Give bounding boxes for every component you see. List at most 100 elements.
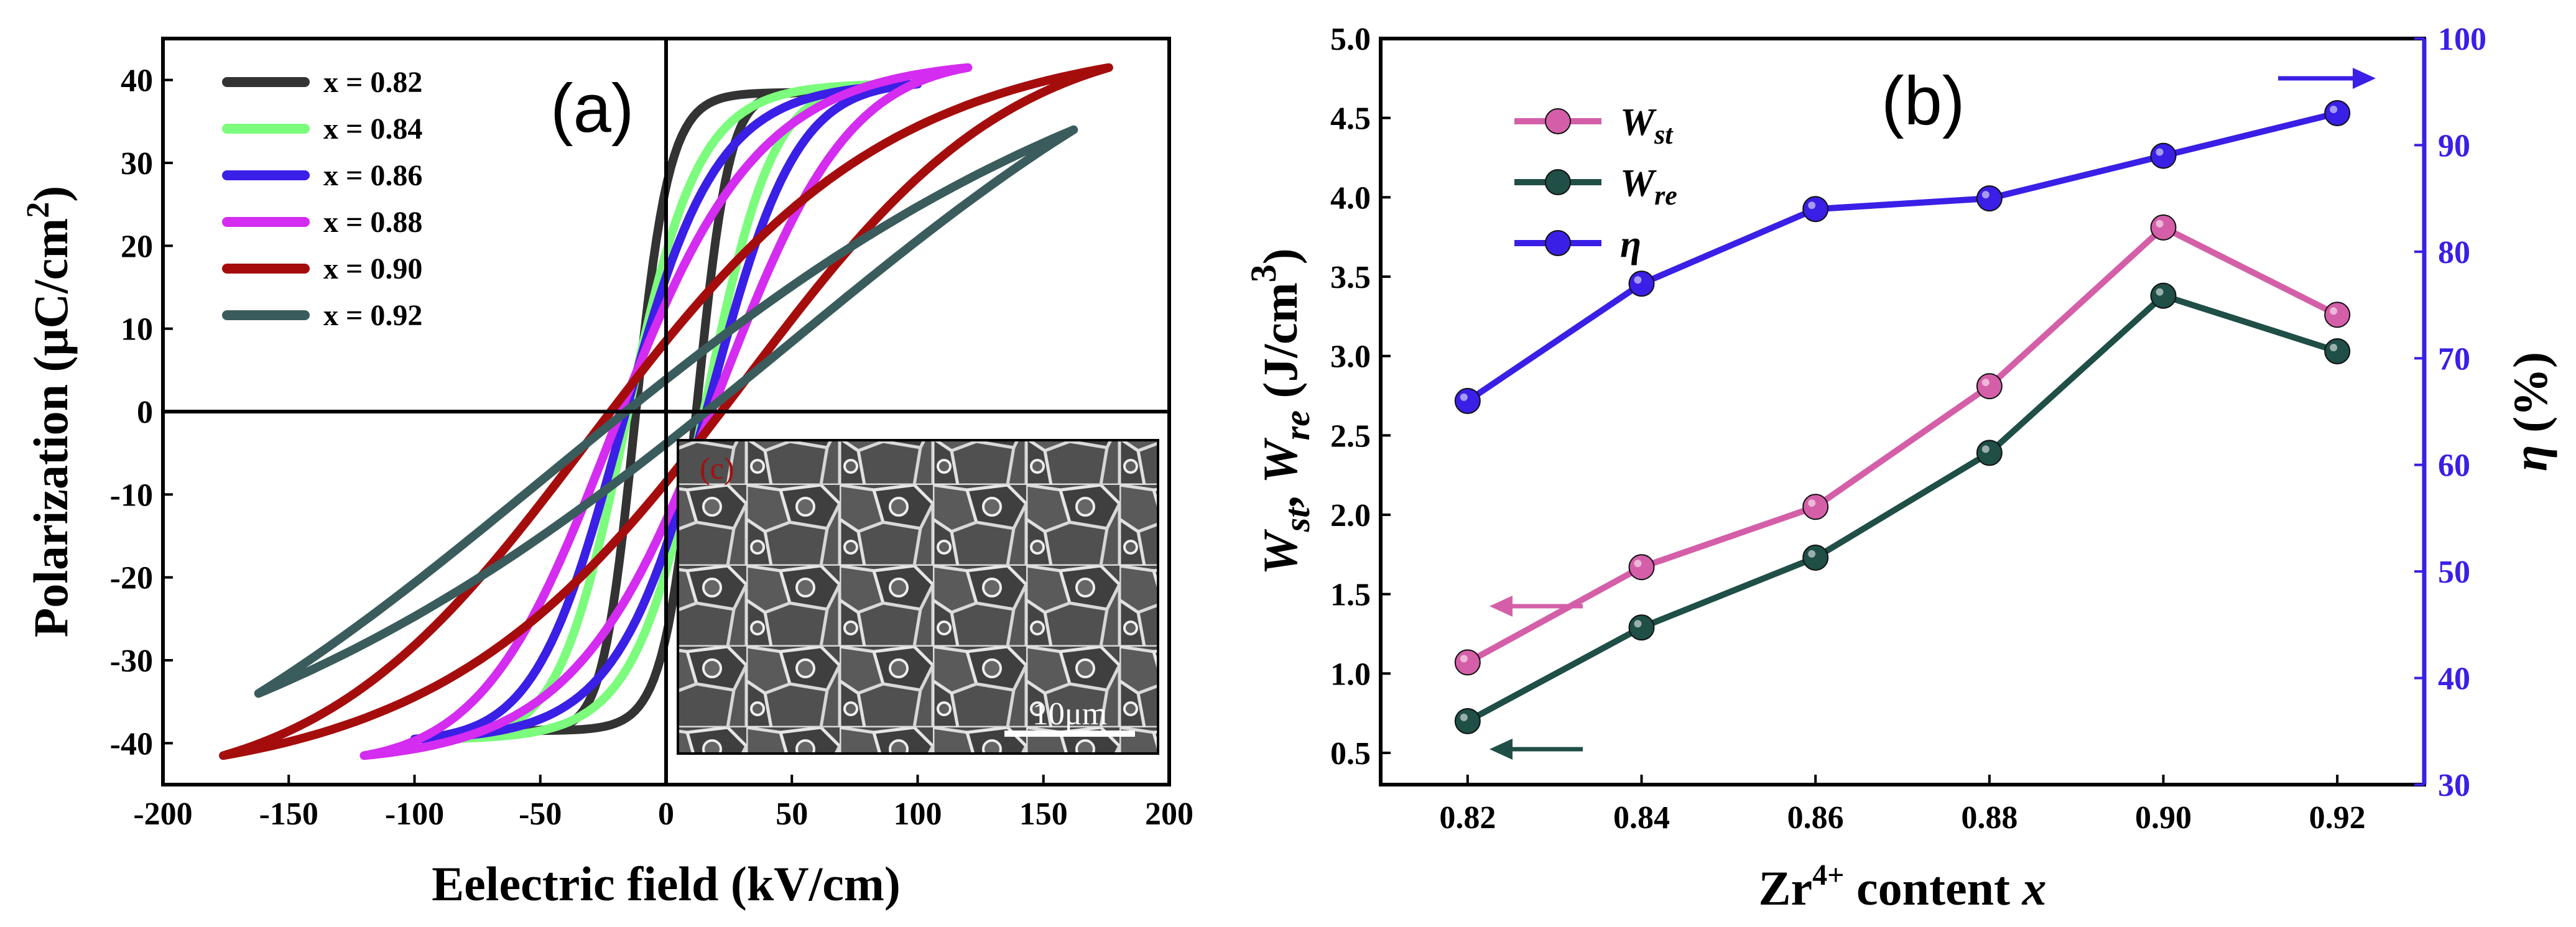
data-point-eta xyxy=(1454,387,1481,414)
right-y-tick-label: 70 xyxy=(2438,341,2470,377)
left-y-tick-label: 2.5 xyxy=(1330,418,1371,454)
panel-a-y-axis-title: Polarization (μC/cm2) xyxy=(21,186,78,638)
legend-label: x = 0.86 xyxy=(323,159,422,192)
y-tick-label: -10 xyxy=(110,477,153,513)
legend-label: x = 0.88 xyxy=(323,206,422,239)
panel-b-frame xyxy=(1379,37,2426,786)
series-line-st xyxy=(1466,223,2339,665)
x-tick-label: -50 xyxy=(519,796,562,832)
right-y-tick-label: 60 xyxy=(2438,448,2470,484)
data-point-re xyxy=(2150,282,2177,309)
data-point-st xyxy=(1628,554,1655,581)
x-tick-label: -100 xyxy=(385,796,444,832)
data-point-highlight xyxy=(2330,343,2338,351)
data-point-highlight xyxy=(1634,620,1642,628)
left-y-tick-label: 5.0 xyxy=(1330,22,1371,57)
panel-a-legend: x = 0.82 x = 0.84 x = 0.86 x = 0.88 x = 0.90… xyxy=(222,66,422,332)
loop-092 xyxy=(254,125,1078,698)
data-point-highlight xyxy=(2156,288,2164,296)
x-tick-label: 0.92 xyxy=(2309,800,2366,836)
right-y-tick-label: 40 xyxy=(2438,662,2470,697)
x-tick-label: 150 xyxy=(1019,796,1068,832)
left-y-tick-label: 2.0 xyxy=(1330,498,1371,533)
y-tick-label: 40 xyxy=(121,63,153,99)
data-point-st xyxy=(2150,214,2177,241)
data-point-highlight xyxy=(1981,445,1990,453)
legend-label: x = 0.90 xyxy=(323,252,422,285)
panel-b-left-axis-title: Wst, Wre (J/cm3) xyxy=(1243,248,1317,574)
sem-scale-bar-label: 10μm xyxy=(1032,696,1107,732)
series-line-re xyxy=(1466,292,2338,724)
panel-a-hysteresis-chart: (c) 10μm -200 -150 -100 -50 0 50 100 150 200-40-… xyxy=(21,37,1193,911)
legend-label: x = 0.82 xyxy=(323,66,422,99)
panel-a-label: (a) xyxy=(550,70,634,147)
x-tick-label: 0.86 xyxy=(1787,800,1844,836)
data-point-highlight xyxy=(1460,393,1468,401)
right-axis-arrow-eta xyxy=(2278,68,2376,89)
sem-inset: (c) 10μm xyxy=(677,439,1159,755)
x-tick-label: 0.90 xyxy=(2135,800,2192,836)
left-axis-arrow-wst xyxy=(1490,596,1583,617)
data-point-st xyxy=(1976,373,2003,400)
data-point-highlight xyxy=(1634,560,1642,568)
x-tick-label: 0.82 xyxy=(1439,800,1496,836)
x-tick-label: -150 xyxy=(259,796,318,832)
legend-label: x = 0.84 xyxy=(323,113,422,145)
data-point-highlight xyxy=(1634,276,1642,284)
left-y-tick-label: 1.5 xyxy=(1330,578,1371,613)
left-y-tick-label: 3.0 xyxy=(1330,339,1371,375)
data-point-highlight xyxy=(2156,219,2164,228)
data-point-highlight xyxy=(2156,148,2164,156)
panel-a-ticks: -200 -150 -100 -50 0 50 100 150 200-40-30-20-100… xyxy=(110,63,1193,832)
data-point-re xyxy=(1628,614,1655,641)
legend-marker xyxy=(1545,169,1571,195)
data-point-st xyxy=(2324,302,2351,328)
panel-b-series xyxy=(1454,100,2351,734)
left-axis-arrow-wre xyxy=(1490,739,1583,760)
legend-label: η xyxy=(1620,223,1641,265)
panel-b-ticks: 0.82 0.84 0.86 0.88 0.90 0.92 0.5 1.0 1.5 2.0 2.5 3… xyxy=(1330,22,2486,836)
data-point-re xyxy=(2324,338,2351,364)
y-tick-label: 20 xyxy=(121,229,153,264)
panel-b-legend: Wst Wre η xyxy=(1514,101,1677,265)
data-point-highlight xyxy=(1808,550,1816,558)
x-tick-label: 100 xyxy=(894,796,942,832)
data-point-highlight xyxy=(1808,499,1816,507)
x-tick-label: 0.88 xyxy=(1961,800,2018,836)
legend-marker xyxy=(1545,230,1571,256)
data-point-highlight xyxy=(1808,201,1816,210)
data-point-eta xyxy=(2150,142,2177,169)
loop-090 xyxy=(219,63,1113,760)
left-y-tick-label: 4.5 xyxy=(1330,101,1371,137)
legend-label: x = 0.92 xyxy=(323,299,422,332)
panel-b-x-axis-title: Zr4+ content x xyxy=(1759,859,2047,915)
y-tick-label: -40 xyxy=(110,726,153,762)
x-tick-label: -200 xyxy=(133,796,192,832)
panel-b-energy-chart: 0.82 0.84 0.86 0.88 0.90 0.92 0.5 1.0 1.5 2.0 2.5 3… xyxy=(1243,22,2557,915)
legend-label: Wre xyxy=(1620,162,1677,211)
hysteresis-curves xyxy=(219,63,1113,760)
y-tick-label: -30 xyxy=(110,643,153,679)
data-point-re xyxy=(1976,440,2003,466)
y-tick-label: 30 xyxy=(121,146,153,182)
data-point-st xyxy=(1454,649,1481,676)
y-tick-label: -20 xyxy=(110,561,153,596)
right-y-tick-label: 30 xyxy=(2438,768,2470,803)
x-tick-label: 200 xyxy=(1145,796,1193,832)
data-point-eta xyxy=(1628,270,1655,297)
left-y-tick-label: 0.5 xyxy=(1330,736,1371,772)
data-point-highlight xyxy=(2330,106,2338,113)
x-tick-label: 0.84 xyxy=(1613,800,1670,836)
legend-marker xyxy=(1545,108,1571,134)
data-point-highlight xyxy=(1981,191,1990,199)
left-y-tick-label: 1.0 xyxy=(1330,657,1371,692)
sem-inset-image xyxy=(677,439,1159,755)
data-point-highlight xyxy=(1981,379,1990,387)
panel-a-x-axis-title: Eelectric field (kV/cm) xyxy=(432,857,901,911)
right-y-tick-label: 50 xyxy=(2438,555,2470,590)
left-y-tick-label: 4.0 xyxy=(1330,180,1371,216)
x-tick-label: 50 xyxy=(776,796,808,832)
data-point-st xyxy=(1802,494,1829,520)
right-y-tick-label: 80 xyxy=(2438,235,2470,270)
